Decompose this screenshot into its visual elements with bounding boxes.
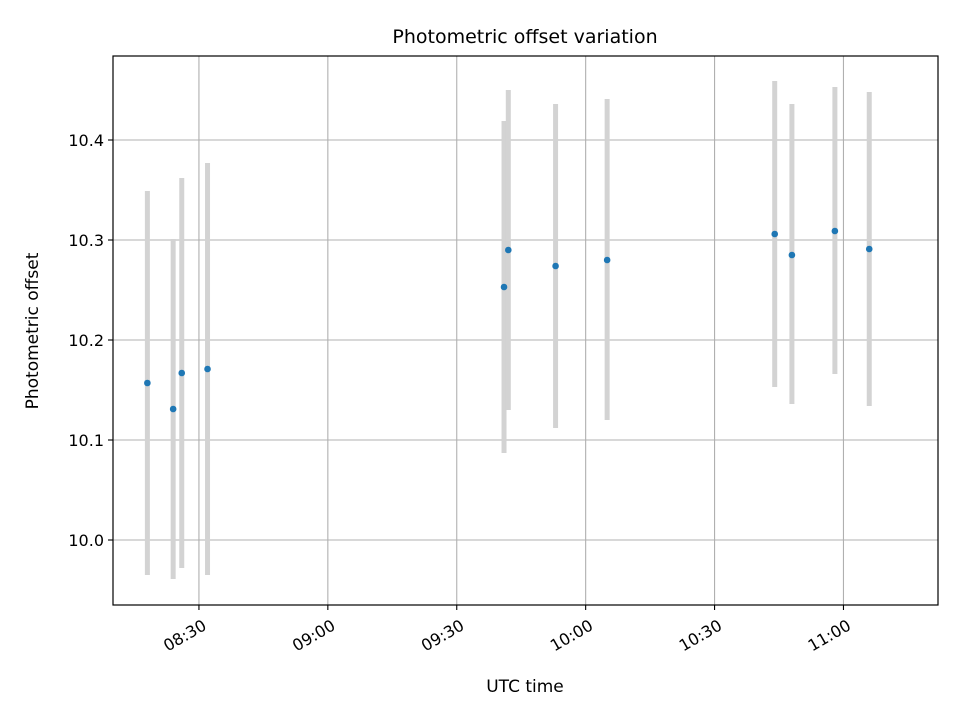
- y-tick-label: 10.0: [68, 531, 104, 550]
- y-axis-label: Photometric offset: [23, 252, 43, 409]
- data-point: [178, 369, 186, 377]
- data-point: [169, 405, 177, 413]
- y-tick-label: 10.2: [68, 331, 104, 350]
- data-point: [831, 227, 839, 235]
- y-tick-label: 10.4: [68, 131, 104, 150]
- data-point: [865, 245, 873, 253]
- chart-title: Photometric offset variation: [392, 26, 657, 48]
- data-points: [144, 227, 873, 413]
- data-point: [771, 230, 779, 238]
- data-point: [552, 262, 559, 270]
- data-point: [144, 379, 151, 387]
- x-axis-label: UTC time: [486, 677, 564, 697]
- data-point: [505, 246, 512, 254]
- plot-frame: [112, 55, 939, 606]
- data-point: [500, 283, 508, 291]
- y-axis-ticks: 10.0 10.1 10.2 10.3 10.4: [68, 131, 113, 550]
- data-point: [204, 365, 211, 373]
- data-point: [788, 251, 796, 259]
- data-point: [603, 256, 611, 264]
- y-tick-label: 10.3: [68, 231, 104, 250]
- grid: [113, 56, 938, 605]
- y-tick-label: 10.1: [68, 431, 104, 450]
